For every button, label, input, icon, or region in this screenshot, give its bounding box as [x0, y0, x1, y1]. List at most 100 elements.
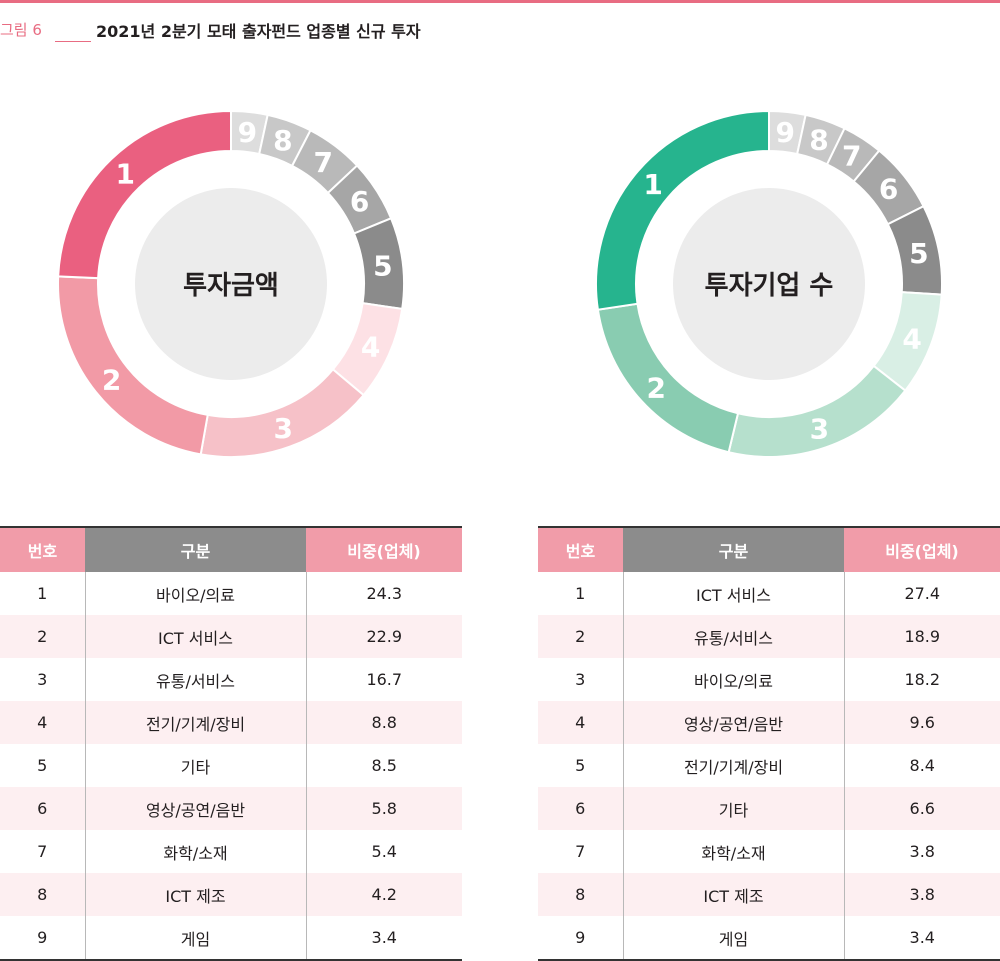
table-row: 9 게임 3.4	[538, 916, 1000, 961]
table-row: 9 게임 3.4	[0, 916, 462, 961]
slice-label-7: 7	[842, 139, 861, 172]
table-row: 5 기타 8.5	[0, 744, 462, 787]
table-row: 7 화학/소재 5.4	[0, 830, 462, 873]
slice-label-6: 6	[879, 173, 898, 206]
table-row: 5 전기/기계/장비 8.4	[538, 744, 1000, 787]
table-company-count: 번호 구분 비중(업체) 1 ICT 서비스 27.4 2 유통/서비스 18.9 3 바이오…	[538, 526, 1000, 961]
cell-no: 5	[37, 756, 48, 775]
cell-ratio: 8.8	[306, 701, 462, 744]
cell-no: 6	[538, 787, 623, 830]
donut-slice-1	[595, 109, 770, 311]
slice-label-2: 2	[647, 371, 666, 404]
slice-label-1: 1	[115, 157, 134, 190]
cell-category: 기타	[84, 744, 307, 787]
cell-ratio: 4.2	[306, 873, 462, 916]
cell-no: 4	[0, 701, 85, 744]
cell-no: 9	[0, 916, 85, 961]
figure-label: 그림 6	[0, 21, 42, 39]
cell-category: 바이오/의료	[84, 572, 307, 615]
cell-no: 5	[575, 756, 586, 775]
cell-no: 8	[538, 873, 623, 916]
header-ratio: 비중(업체)	[306, 526, 462, 572]
figure-title: 2021년 2분기 모태 출자펀드 업종별 신규 투자	[96, 22, 421, 41]
table-row: 3 유통/서비스 16.7	[0, 658, 462, 701]
cell-ratio: 24.3	[366, 584, 403, 603]
slice-label-6: 6	[350, 185, 369, 218]
cell-category: 바이오/의료	[622, 658, 845, 701]
slice-label-9: 9	[776, 116, 795, 149]
top-accent-line	[0, 0, 1000, 3]
slice-label-4: 4	[902, 322, 921, 355]
table-row: 1 ICT 서비스 27.4	[538, 572, 1000, 615]
cell-category: ICT 서비스	[84, 615, 307, 658]
header-category: 구분	[623, 526, 844, 572]
cell-ratio: 9.6	[844, 701, 1000, 744]
cell-ratio: 6.6	[844, 787, 1000, 830]
cell-ratio: 18.2	[904, 670, 941, 689]
cell-category: 기타	[622, 787, 845, 830]
slice-label-5: 5	[909, 237, 928, 270]
cell-category: 전기/기계/장비	[622, 744, 845, 787]
table-row: 6 기타 6.6	[538, 787, 1000, 830]
slice-label-1: 1	[643, 168, 662, 201]
slice-label-2: 2	[102, 364, 121, 397]
figure-label-rule	[55, 41, 91, 42]
table-row: 4 영상/공연/음반 9.6	[538, 701, 1000, 744]
cell-ratio: 16.7	[366, 670, 403, 689]
figure-header: 그림 6 2021년 2분기 모태 출자펀드 업종별 신규 투자	[0, 18, 1000, 46]
donut-slice-1	[57, 109, 232, 280]
slice-label-3: 3	[274, 412, 293, 445]
cell-category: 영상/공연/음반	[84, 787, 307, 830]
table-row: 1 바이오/의료 24.3	[0, 572, 462, 615]
cell-ratio: 8.4	[909, 756, 935, 775]
table-row: 7 화학/소재 3.8	[538, 830, 1000, 873]
cell-category: 영상/공연/음반	[622, 701, 845, 744]
table-investment-amount: 번호 구분 비중(업체) 1 바이오/의료 24.3 2 ICT 서비스 22.9 3 유통/…	[0, 526, 462, 961]
cell-no: 7	[575, 842, 586, 861]
donut-center-label: 투자기업 수	[705, 271, 834, 301]
header-no: 번호	[538, 526, 623, 572]
table-row: 8 ICT 제조 3.8	[538, 873, 1000, 916]
cell-no: 1	[37, 584, 48, 603]
cell-category: ICT 제조	[622, 873, 845, 916]
table-header-row: 번호 구분 비중(업체)	[538, 526, 1000, 572]
cell-ratio: 27.4	[904, 584, 941, 603]
slice-label-3: 3	[810, 412, 829, 445]
cell-no: 1	[575, 584, 586, 603]
table-row: 6 영상/공연/음반 5.8	[0, 787, 462, 830]
cell-no: 6	[0, 787, 85, 830]
table-row: 2 유통/서비스 18.9	[538, 615, 1000, 658]
cell-no: 2	[538, 615, 623, 658]
slice-label-5: 5	[373, 249, 392, 282]
cell-ratio: 3.4	[844, 916, 1000, 961]
cell-category: 화학/소재	[622, 830, 845, 873]
cell-ratio: 3.8	[844, 873, 1000, 916]
table-header-row: 번호 구분 비중(업체)	[0, 526, 462, 572]
table-row: 3 바이오/의료 18.2	[538, 658, 1000, 701]
cell-ratio: 22.9	[306, 615, 462, 658]
slice-label-8: 8	[809, 123, 828, 156]
donut-chart-2: 9 8 765 4 3 2 1 투자기업 수	[595, 109, 943, 458]
donut-center-label: 투자금액	[183, 271, 279, 301]
cell-category: 게임	[622, 916, 845, 961]
donut-center	[135, 188, 327, 380]
slice-label-7: 7	[314, 146, 333, 179]
cell-category: ICT 서비스	[622, 572, 845, 615]
cell-ratio: 8.5	[371, 756, 397, 775]
cell-category: 유통/서비스	[84, 658, 307, 701]
cell-ratio: 5.4	[371, 842, 397, 861]
table-row: 2 ICT 서비스 22.9	[0, 615, 462, 658]
cell-ratio: 18.9	[844, 615, 1000, 658]
cell-ratio: 5.8	[306, 787, 462, 830]
cell-category: 유통/서비스	[622, 615, 845, 658]
cell-no: 4	[538, 701, 623, 744]
slice-label-9: 9	[238, 116, 257, 149]
slice-label-8: 8	[273, 124, 292, 157]
cell-no: 3	[37, 670, 48, 689]
cell-no: 7	[37, 842, 48, 861]
slice-label-4: 4	[361, 331, 380, 364]
header-no: 번호	[0, 526, 85, 572]
cell-category: ICT 제조	[84, 873, 307, 916]
